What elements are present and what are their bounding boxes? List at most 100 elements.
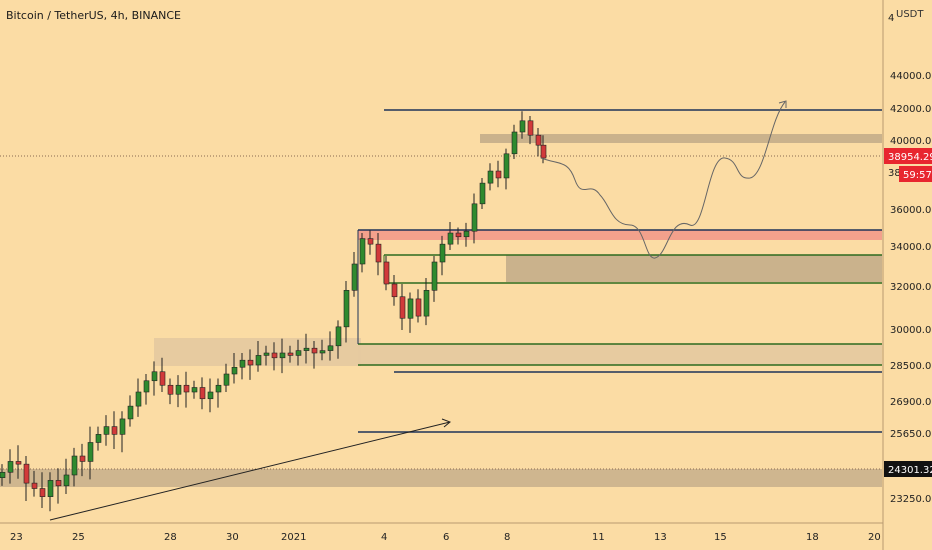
candle-body: [167, 384, 174, 395]
candle-body: [535, 134, 542, 146]
candle-body: [431, 261, 438, 291]
candle-body: [463, 230, 470, 238]
candle-body: [399, 296, 406, 319]
x-tick-4: 2021: [281, 532, 306, 543]
candle-body: [23, 463, 30, 484]
support-zone-28800: [358, 344, 882, 365]
y-tick-0: 44000.00: [890, 71, 932, 82]
y-tick-3: 36000.00: [890, 205, 932, 216]
zones-layer: [0, 134, 882, 487]
y-tick-1: 42000.00: [890, 104, 932, 115]
candle-body: [191, 387, 198, 393]
x-tick-2: 28: [164, 532, 177, 543]
candle-body: [215, 384, 222, 393]
y-tick-partial: 38: [888, 168, 901, 179]
y-tick-8: 26900.00: [890, 397, 932, 408]
candle-body: [271, 352, 278, 359]
candle-body: [527, 120, 534, 136]
candle-body: [263, 352, 270, 356]
candle-body: [487, 170, 494, 184]
candle-body: [423, 289, 430, 317]
candle-body: [367, 238, 374, 245]
current-price-tag: 38954.29: [884, 148, 932, 164]
candle-body: [343, 289, 350, 328]
candle-body: [255, 355, 262, 366]
candle-body: [95, 434, 102, 443]
x-tick-0: 23: [10, 532, 23, 543]
candle-body: [295, 350, 302, 356]
candle-body: [303, 347, 310, 351]
candle-body: [207, 391, 214, 400]
x-tick-12: 20: [868, 532, 881, 543]
y-tick-7: 28500.00: [890, 361, 932, 372]
reference-price-value: 24301.32: [888, 465, 932, 476]
candle-body: [455, 232, 462, 238]
candle-body: [15, 461, 22, 465]
candle-body: [39, 488, 46, 497]
candle-body: [407, 298, 414, 319]
candle-body: [111, 426, 118, 435]
candle-body: [471, 203, 478, 232]
countdown-tag: 59:57: [899, 166, 932, 182]
candle-body: [335, 326, 342, 347]
x-tick-10: 15: [714, 532, 727, 543]
candle-body: [231, 366, 238, 375]
candle-body: [351, 263, 358, 291]
candle-body: [55, 480, 62, 487]
candle-body: [327, 345, 334, 351]
candle-body: [439, 243, 446, 263]
projected-path: [540, 101, 786, 259]
candle-body: [0, 471, 6, 478]
countdown-value: 59:57: [903, 170, 932, 181]
y-tick-9: 25650.00: [890, 429, 932, 440]
candle-body: [311, 347, 318, 354]
candle-body: [63, 474, 70, 487]
candle-body: [135, 391, 142, 407]
candle-body: [415, 298, 422, 317]
price-unit-label: USDT: [896, 9, 924, 20]
candle-body: [223, 373, 230, 386]
trendline-arrowhead: [441, 418, 451, 428]
candle-body: [151, 371, 158, 382]
candle-body: [391, 283, 398, 298]
candle-body: [103, 426, 110, 435]
annotations-layer: [49, 100, 787, 521]
candle-body: [183, 384, 190, 393]
candle-body: [359, 238, 366, 265]
candle-body: [159, 371, 166, 386]
x-tick-11: 18: [806, 532, 819, 543]
trendline-arrow: [49, 421, 451, 521]
candle-body: [319, 350, 326, 354]
y-tick-5: 32000.00: [890, 282, 932, 293]
candle-body: [79, 455, 86, 462]
candle-body: [175, 384, 182, 395]
demand-zone-33000: [506, 255, 882, 282]
chart-title: Bitcoin / TetherUS, 4h, BINANCE: [6, 9, 182, 22]
y-tick-2: 40000.00: [890, 136, 932, 147]
candle-body: [279, 352, 286, 359]
current-price-value: 38954.29: [888, 152, 932, 163]
candle-body: [7, 461, 14, 473]
x-tick-9: 13: [654, 532, 667, 543]
x-tick-3: 30: [226, 532, 239, 543]
candle-body: [143, 380, 150, 393]
y-tick-partial-top: 4: [888, 13, 894, 24]
candle-body: [540, 144, 547, 159]
candle-body: [239, 359, 246, 368]
resistance-zone-40000: [480, 134, 882, 143]
candle-body: [287, 352, 294, 356]
y-tick-4: 34000.00: [890, 242, 932, 253]
candle-body: [47, 480, 54, 497]
y-tick-6: 30000.00: [890, 325, 932, 336]
horizontal-lines-layer: [0, 109, 882, 470]
candle-body: [479, 182, 486, 205]
base-zone-24000: [0, 469, 882, 487]
candle-body: [511, 131, 518, 155]
x-tick-7: 8: [504, 532, 510, 543]
candle-body: [503, 153, 510, 179]
supply-zone-red: [358, 230, 882, 240]
candle-body: [119, 418, 126, 435]
candle-body: [383, 261, 390, 285]
projected-arrowhead: [778, 100, 787, 108]
